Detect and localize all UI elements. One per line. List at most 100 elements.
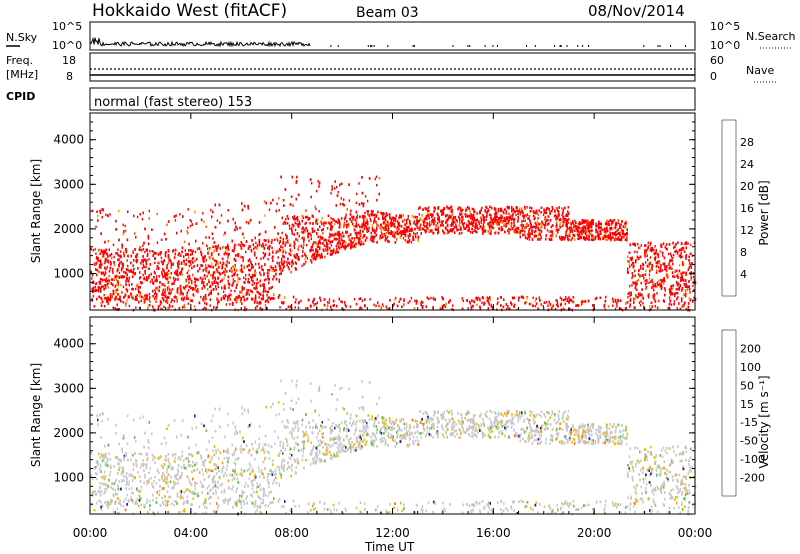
scatter-point <box>542 222 544 226</box>
scatter-point <box>164 252 166 256</box>
scatter-point <box>521 295 524 299</box>
scatter-point <box>499 209 502 213</box>
scatter-point <box>189 218 191 222</box>
scatter-point <box>645 261 647 264</box>
scatter-point <box>145 293 147 297</box>
scatter-point <box>149 249 151 253</box>
scatter-point <box>314 229 316 233</box>
scatter-point <box>156 241 159 244</box>
scatter-point <box>137 291 140 294</box>
scatter-point <box>599 237 601 241</box>
scatter-point <box>586 221 588 225</box>
scatter-point <box>260 273 262 277</box>
scatter-point <box>639 267 642 270</box>
scatter-point <box>381 226 384 229</box>
scatter-point <box>255 287 257 291</box>
scatter-point <box>440 223 442 227</box>
scatter-point <box>526 206 528 209</box>
scatter-point <box>542 213 545 217</box>
scatter-point <box>260 257 262 260</box>
scatter-point <box>109 213 111 216</box>
scatter-point <box>247 278 250 281</box>
scatter-point <box>241 242 243 246</box>
scatter-point <box>387 224 389 227</box>
scatter-point <box>311 255 313 258</box>
scatter-point <box>130 261 132 265</box>
scatter-point <box>669 300 672 303</box>
scatter-point <box>537 213 540 217</box>
scatter-point <box>121 291 123 294</box>
scatter-point <box>492 226 495 230</box>
scatter-point <box>510 225 512 229</box>
scatter-point <box>481 206 483 210</box>
scatter-point <box>537 217 539 220</box>
scatter-point <box>653 293 655 297</box>
scatter-point <box>677 273 679 276</box>
scatter-point <box>326 252 329 255</box>
scatter-point <box>419 225 421 229</box>
scatter-point <box>497 301 499 304</box>
scatter-point <box>395 296 397 300</box>
scatter-point <box>285 237 287 240</box>
scatter-point <box>537 228 540 231</box>
scatter-point <box>447 229 449 232</box>
scatter-point <box>266 307 268 310</box>
scatter-point <box>426 296 428 299</box>
scatter-point <box>195 284 198 288</box>
scatter-point <box>465 207 467 210</box>
scatter-point <box>156 279 158 282</box>
scatter-point <box>579 227 581 230</box>
scatter-point <box>269 245 271 248</box>
scatter-point <box>579 230 582 233</box>
noise-search-label: N.Search <box>746 30 796 43</box>
scatter-point <box>555 298 557 302</box>
scatter-point <box>568 218 570 221</box>
cpid-text: normal (fast stereo) 153 <box>94 95 252 110</box>
scatter-point <box>459 213 461 216</box>
scatter-point <box>210 289 212 293</box>
scatter-point <box>459 206 462 210</box>
scatter-point <box>296 223 298 226</box>
scatter-point <box>370 209 373 213</box>
scatter-point <box>513 209 515 212</box>
scatter-point <box>545 301 548 304</box>
scatter-point <box>138 277 141 280</box>
scatter-point <box>331 249 333 253</box>
scatter-point <box>169 292 171 296</box>
scatter-point <box>268 208 271 211</box>
scatter-point <box>216 270 218 273</box>
scatter-point <box>336 231 339 234</box>
scatter-point <box>517 219 519 222</box>
scatter-point <box>344 243 347 247</box>
scatter-point <box>465 215 467 218</box>
scatter-point <box>202 212 204 215</box>
scatter-point <box>328 236 330 239</box>
scatter-point <box>508 219 511 222</box>
scatter-point <box>555 215 558 218</box>
scatter-point <box>118 271 121 275</box>
scatter-point <box>488 209 490 212</box>
noise-point <box>670 45 672 47</box>
scatter-point <box>137 288 140 292</box>
scatter-point <box>481 301 483 304</box>
nave-label: Nave <box>746 64 774 77</box>
scatter-point <box>337 190 339 194</box>
scatter-point <box>450 215 452 218</box>
scatter-point <box>234 280 236 283</box>
scatter-point <box>254 246 256 249</box>
scatter-point <box>147 304 150 307</box>
scatter-point <box>378 176 381 180</box>
scatter-point <box>545 208 547 212</box>
scatter-point <box>187 302 189 305</box>
scatter-point <box>225 303 228 306</box>
scatter-point <box>542 304 544 308</box>
scatter-point <box>407 234 409 238</box>
scatter-point <box>281 231 283 235</box>
scatter-point <box>489 296 491 299</box>
noise-point <box>469 45 471 47</box>
scatter-point <box>248 281 251 284</box>
scatter-point <box>413 220 416 223</box>
scatter-point <box>382 304 384 308</box>
scatter-point <box>192 249 194 253</box>
scatter-point <box>587 229 589 233</box>
